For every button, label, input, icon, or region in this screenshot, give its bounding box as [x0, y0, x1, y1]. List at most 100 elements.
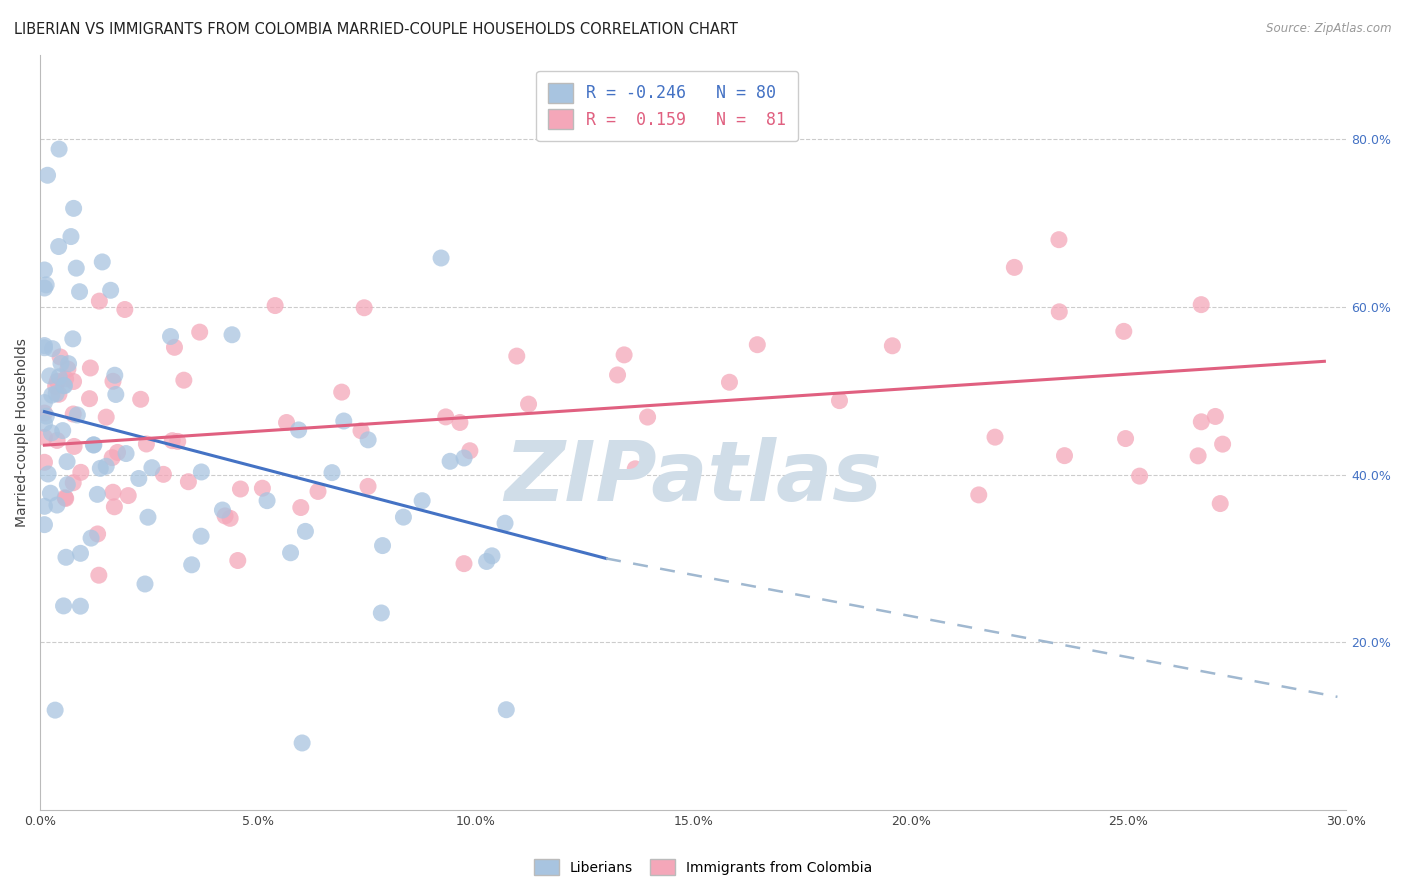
Point [89, 461, 111, 475]
Point [107, 445, 129, 459]
Point [294, 524, 316, 539]
Point [34, 455, 56, 469]
Point [35, 409, 58, 424]
Point [1212, 437, 1234, 451]
Point [129, 392, 152, 407]
Point [1047, 305, 1070, 319]
Point [62, 375, 84, 389]
Point [56, 477, 79, 491]
Point [624, 462, 647, 476]
Point [430, 251, 453, 265]
Point [517, 397, 540, 411]
Point [69, 599, 91, 614]
Point [55, 550, 77, 565]
Point [494, 516, 516, 531]
Point [96, 410, 118, 425]
Point [103, 500, 125, 514]
Point [96, 459, 118, 474]
Point [1112, 324, 1135, 338]
Point [357, 433, 380, 447]
Point [101, 450, 124, 465]
Point [34, 417, 56, 431]
Point [984, 430, 1007, 444]
Point [45, 498, 67, 512]
Point [141, 460, 163, 475]
Point [55, 372, 77, 386]
Point [276, 416, 298, 430]
Point [439, 454, 461, 468]
Point [41, 342, 63, 356]
Text: LIBERIAN VS IMMIGRANTS FROM COLOMBIA MARRIED-COUPLE HOUSEHOLDS CORRELATION CHART: LIBERIAN VS IMMIGRANTS FROM COLOMBIA MAR… [14, 22, 738, 37]
Point [41, 388, 63, 402]
Point [1053, 449, 1076, 463]
Point [34, 500, 56, 514]
Point [34, 395, 56, 409]
Point [190, 529, 212, 543]
Point [62, 407, 84, 421]
Point [53, 491, 76, 505]
Point [69, 285, 91, 299]
Point [34, 263, 56, 277]
Point [34, 517, 56, 532]
Text: Source: ZipAtlas.com: Source: ZipAtlas.com [1267, 22, 1392, 36]
Point [83, 438, 105, 452]
Point [128, 471, 150, 485]
Point [101, 374, 124, 388]
Point [100, 283, 122, 297]
Point [134, 577, 156, 591]
Point [353, 301, 375, 315]
Point [35, 277, 58, 292]
Point [307, 484, 329, 499]
Point [280, 546, 302, 560]
Point [44, 703, 66, 717]
Point [291, 736, 314, 750]
Point [229, 482, 252, 496]
Point [48, 387, 70, 401]
Point [101, 485, 124, 500]
Point [1189, 298, 1212, 312]
Point [49, 350, 72, 364]
Point [59, 229, 82, 244]
Point [53, 378, 76, 392]
Point [58, 357, 80, 371]
Point [104, 368, 127, 383]
Point [159, 329, 181, 343]
Text: ZIPatlas: ZIPatlas [505, 437, 882, 518]
Point [1204, 409, 1226, 424]
Point [34, 406, 56, 420]
Point [48, 142, 70, 156]
Point [453, 557, 475, 571]
Point [613, 348, 636, 362]
Point [63, 439, 86, 453]
Point [52, 599, 75, 613]
Point [290, 500, 312, 515]
Point [357, 479, 380, 493]
Point [214, 508, 236, 523]
Point [1187, 449, 1209, 463]
Point [104, 387, 127, 401]
Point [39, 486, 62, 500]
Point [211, 503, 233, 517]
Point [49, 356, 72, 370]
Point [45, 379, 67, 393]
Point [86, 527, 108, 541]
Point [62, 332, 84, 346]
Point [371, 539, 394, 553]
Point [173, 373, 195, 387]
Point [152, 467, 174, 482]
Point [52, 424, 75, 438]
Point [219, 511, 242, 525]
Point [135, 437, 157, 451]
Point [392, 510, 415, 524]
Point [747, 337, 769, 351]
Point [62, 202, 84, 216]
Point [370, 606, 392, 620]
Point [828, 393, 851, 408]
Point [1115, 432, 1137, 446]
Point [1129, 469, 1152, 483]
Point [163, 340, 186, 354]
Point [87, 568, 110, 582]
Point [79, 361, 101, 376]
Point [453, 450, 475, 465]
Point [252, 481, 274, 495]
